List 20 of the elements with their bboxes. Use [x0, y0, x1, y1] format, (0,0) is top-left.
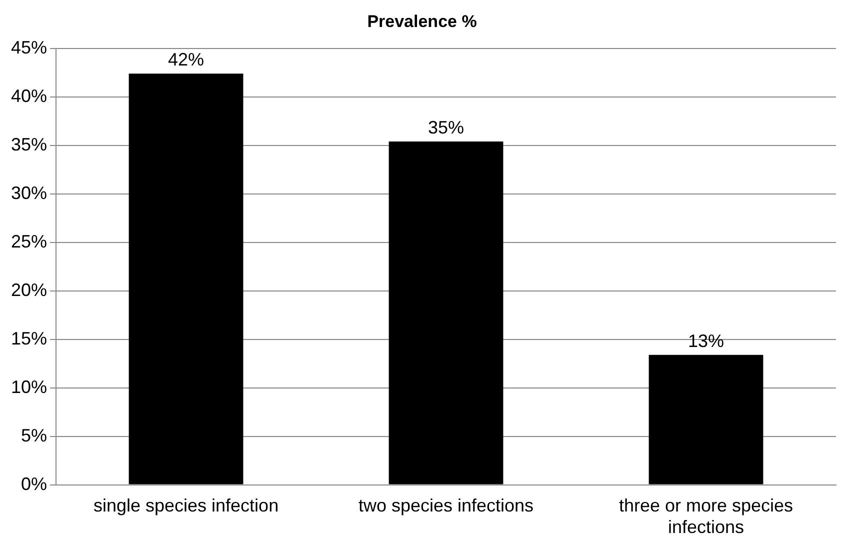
y-tick-label: 10% — [10, 376, 48, 397]
y-tick-label: 15% — [10, 328, 48, 348]
chart-title: Prevalence % — [367, 12, 477, 31]
y-tick-label: 0% — [21, 474, 48, 494]
data-label: 35% — [428, 117, 464, 138]
bar — [388, 142, 504, 484]
y-tick-label: 25% — [10, 231, 48, 252]
bar — [648, 354, 764, 484]
y-tick-label: 45% — [10, 37, 48, 58]
x-tick-label: two species infections — [358, 496, 534, 516]
y-tick-label: 40% — [10, 86, 48, 106]
y-tick-label: 30% — [10, 182, 48, 203]
y-tick-label: 20% — [10, 280, 48, 300]
y-tick-label: 35% — [10, 134, 48, 154]
bar — [128, 74, 244, 484]
data-label: 13% — [688, 330, 724, 351]
x-tick-label: three or more species infections — [618, 496, 794, 538]
x-tick-label: single species infection — [93, 496, 279, 516]
y-tick-label: 5% — [21, 425, 48, 446]
data-label: 42% — [168, 50, 204, 70]
